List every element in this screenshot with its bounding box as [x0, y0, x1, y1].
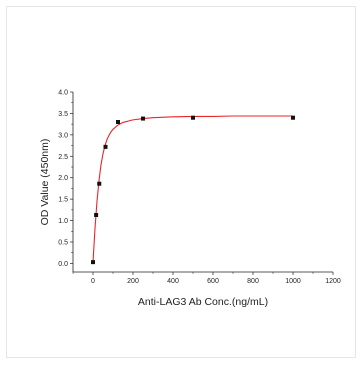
fit-curve-layer	[92, 115, 293, 263]
data-point	[97, 181, 102, 186]
data-points-layer	[91, 115, 295, 265]
axes: 0 200 400 600 800 1000 1200 0.0 0.5 1.0 1.5 2.0 2.5 3…	[58, 90, 341, 286]
data-point	[141, 116, 145, 121]
y-axis-label: OD Value (450nm)	[39, 139, 51, 226]
y-tick-label: 2.0	[58, 175, 68, 182]
x-tick-label: 600	[207, 278, 219, 285]
y-tick-label: 1.0	[58, 218, 68, 225]
x-tick-label: 1200	[325, 278, 341, 285]
y-tick-label: 3.5	[58, 111, 68, 118]
data-point	[191, 115, 195, 120]
y-tick-label: 2.5	[58, 154, 68, 161]
data-point	[291, 115, 295, 120]
y-tick-label: 4.0	[58, 90, 68, 97]
x-tick-label: 800	[247, 278, 259, 285]
x-tick-label: 400	[167, 278, 179, 285]
chart-frame	[6, 6, 356, 358]
fit-curve	[92, 115, 293, 263]
x-axis-label: Anti-LAG3 Ab Conc.(ng/mL)	[138, 296, 268, 308]
y-tick-label: 0.5	[58, 240, 68, 247]
data-point	[91, 260, 95, 265]
x-tick-label: 1000	[285, 278, 301, 285]
data-point	[116, 120, 120, 124]
y-tick-label: 3.0	[58, 132, 68, 139]
data-point	[103, 144, 108, 149]
y-tick-label: 0.0	[58, 261, 68, 268]
data-point	[94, 213, 99, 217]
y-tick-label: 1.5	[58, 197, 68, 204]
x-tick-label: 200	[127, 278, 139, 285]
x-tick-label: 0	[91, 278, 95, 285]
